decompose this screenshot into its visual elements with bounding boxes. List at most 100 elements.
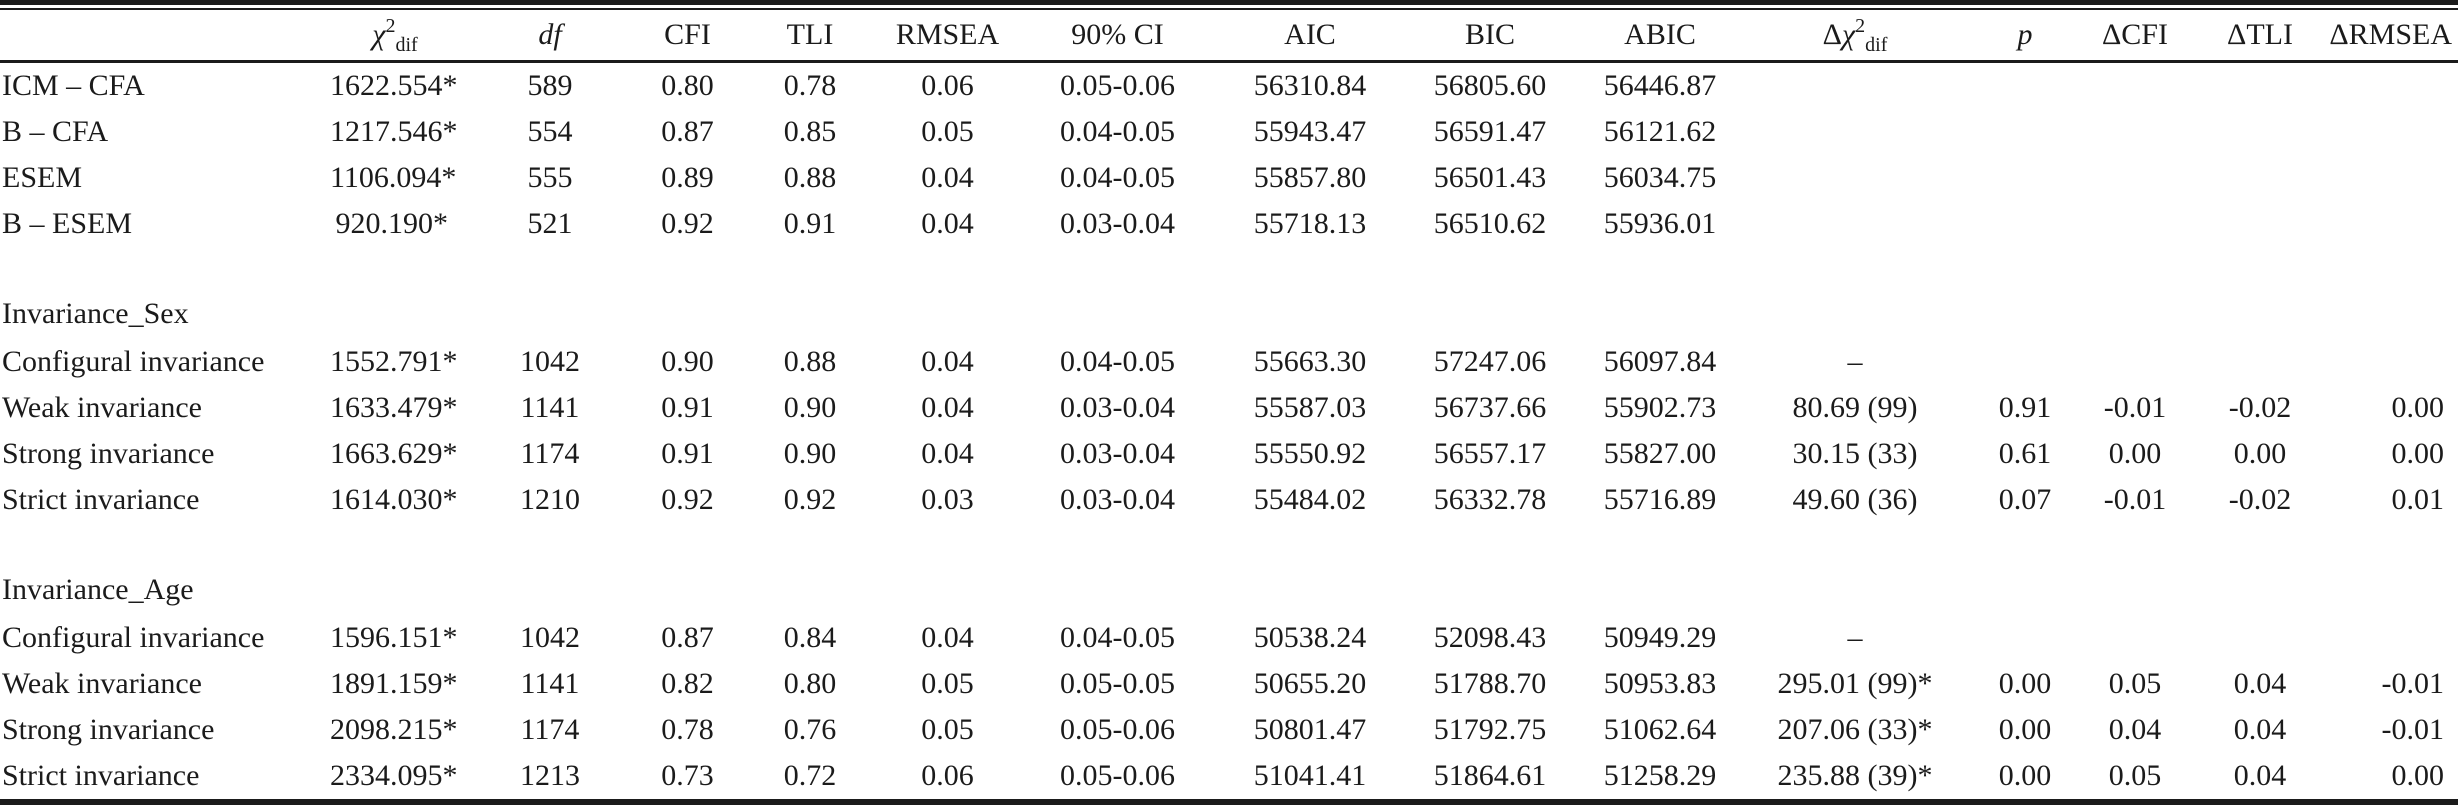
- cell-cfi: 0.82: [661, 667, 714, 700]
- cell-drmsea: [2325, 155, 2458, 201]
- cell-chi2dif: 1622.554*: [330, 69, 458, 102]
- label-text: df: [538, 18, 562, 51]
- row-label: B – ESEM: [2, 207, 133, 240]
- cell-bic: 57247.06: [1433, 345, 1547, 378]
- cell-ci90: 0.05-0.06: [1060, 759, 1175, 792]
- label-text: ΔCFI: [2102, 18, 2168, 51]
- label-text: χ: [372, 18, 386, 51]
- table-row: B – CFA 1217.546* 554 0.87 0.85 0.05 0.04-0.05…: [0, 109, 2458, 155]
- cell-tli: 0.80: [783, 667, 837, 700]
- model-fit-table: χ2dif df CFI TLI RMSEA 90% CI AIC BIC ABIC Δχ2dif…: [0, 10, 2458, 799]
- label-text: p: [2017, 18, 2033, 51]
- cell-aic: 51041.41: [1253, 759, 1367, 792]
- cell-dtli: 0.04: [2233, 713, 2287, 746]
- cell-chi2dif: 1552.791*: [330, 345, 458, 378]
- cell-dchi2dif: [1735, 109, 1975, 155]
- cell-dcfi: [2075, 109, 2195, 155]
- cell-rmsea: 0.04: [921, 437, 974, 470]
- cell-abic: 50953.83: [1603, 667, 1717, 700]
- cell-rmsea: 0.04: [921, 207, 974, 240]
- cell-aic: 50801.47: [1253, 713, 1367, 746]
- cell-drmsea: 0.00: [2391, 759, 2445, 792]
- label-text: χ: [1841, 18, 1856, 51]
- cell-dcfi: [2075, 201, 2195, 247]
- cell-df: 1141: [520, 667, 580, 700]
- cell-df: 1042: [520, 621, 580, 654]
- cell-aic: 50655.20: [1253, 667, 1367, 700]
- cell-drmsea: [2325, 201, 2458, 247]
- cell-tli: 0.90: [783, 437, 837, 470]
- cell-ci90: 0.03-0.04: [1060, 391, 1175, 424]
- cell-abic: 55716.89: [1603, 483, 1717, 516]
- label-text: Δ: [1822, 18, 1842, 51]
- column-header-chi2dif: χ2dif: [330, 10, 460, 63]
- row-label: B – CFA: [2, 115, 109, 148]
- cell-dchi2dif: 30.15 (33): [1792, 437, 1918, 470]
- cell-chi2dif: 1596.151*: [330, 621, 458, 654]
- cell-chi2dif: 1633.479*: [330, 391, 458, 424]
- cell-df: 1174: [520, 437, 580, 470]
- cell-ci90: 0.04-0.05: [1060, 115, 1175, 148]
- section-label: Invariance_Sex: [2, 297, 189, 330]
- cell-aic: 55484.02: [1253, 483, 1367, 516]
- cell-tli: 0.90: [783, 391, 837, 424]
- cell-p: [1975, 339, 2075, 385]
- column-header-aic: AIC: [1225, 10, 1395, 63]
- row-label: Configural invariance: [2, 621, 265, 654]
- cell-tli: 0.88: [783, 161, 837, 194]
- cell-dchi2dif: [1735, 155, 1975, 201]
- cell-aic: 55663.30: [1253, 345, 1367, 378]
- cell-aic: 55718.13: [1253, 207, 1367, 240]
- cell-p: 0.61: [1998, 437, 2052, 470]
- cell-dcfi: [2075, 339, 2195, 385]
- cell-chi2dif: 1663.629*: [330, 437, 458, 470]
- label-text: ΔTLI: [2227, 18, 2293, 51]
- cell-drmsea: 0.01: [2391, 483, 2445, 516]
- cell-dchi2dif: [1735, 62, 1975, 110]
- top-rule-gap: [0, 5, 2458, 8]
- column-header-bic: BIC: [1395, 10, 1585, 63]
- cell-aic: 55943.47: [1253, 115, 1367, 148]
- cell-cfi: 0.90: [661, 345, 714, 378]
- cell-cfi: 0.89: [661, 161, 714, 194]
- cell-p: 0.91: [1998, 391, 2052, 424]
- cell-abic: 50949.29: [1603, 621, 1717, 654]
- cell-cfi: 0.92: [661, 207, 714, 240]
- cell-abic: 55902.73: [1603, 391, 1717, 424]
- row-label: Strong invariance: [2, 437, 215, 470]
- cell-bic: 56737.66: [1433, 391, 1547, 424]
- cell-p: 0.00: [1998, 759, 2052, 792]
- subscript: dif: [395, 34, 418, 56]
- cell-dcfi: -0.01: [2103, 483, 2167, 516]
- cell-dtli: 0.04: [2233, 667, 2287, 700]
- cell-chi2dif: 1891.159*: [330, 667, 458, 700]
- cell-drmsea: -0.01: [2381, 713, 2445, 746]
- section-row: Invariance_Age: [0, 523, 2458, 615]
- cell-dtli: 0.04: [2233, 759, 2287, 792]
- cell-dchi2dif: [1735, 201, 1975, 247]
- cell-abic: 55936.01: [1603, 207, 1717, 240]
- cell-dcfi: -0.01: [2103, 391, 2167, 424]
- cell-drmsea: -0.01: [2381, 667, 2445, 700]
- label-text: BIC: [1464, 18, 1515, 51]
- cell-dchi2dif: 80.69 (99): [1792, 391, 1918, 424]
- column-header-cfi: CFI: [640, 10, 735, 63]
- cell-abic: 56034.75: [1603, 161, 1717, 194]
- cell-chi2dif: 920.190*: [335, 207, 449, 240]
- label-text: ΔRMSEA: [2329, 18, 2452, 51]
- cell-df: 555: [527, 161, 573, 194]
- cell-bic: 51792.75: [1433, 713, 1547, 746]
- cell-dtli: 0.00: [2233, 437, 2287, 470]
- label-text: TLI: [786, 18, 834, 51]
- table-row: Strict invariance 2334.095* 1213 0.73 0.72 0.…: [0, 753, 2458, 799]
- cell-dtli: [2195, 109, 2325, 155]
- cell-p: [1975, 201, 2075, 247]
- cell-p: [1975, 62, 2075, 110]
- cell-tli: 0.72: [783, 759, 837, 792]
- cell-abic: 51062.64: [1603, 713, 1717, 746]
- cell-dtli: -0.02: [2228, 483, 2292, 516]
- cell-tli: 0.91: [783, 207, 837, 240]
- cell-dchi2dif: –: [1847, 621, 1863, 654]
- cell-df: 1174: [520, 713, 580, 746]
- cell-dchi2dif: 49.60 (36): [1792, 483, 1918, 516]
